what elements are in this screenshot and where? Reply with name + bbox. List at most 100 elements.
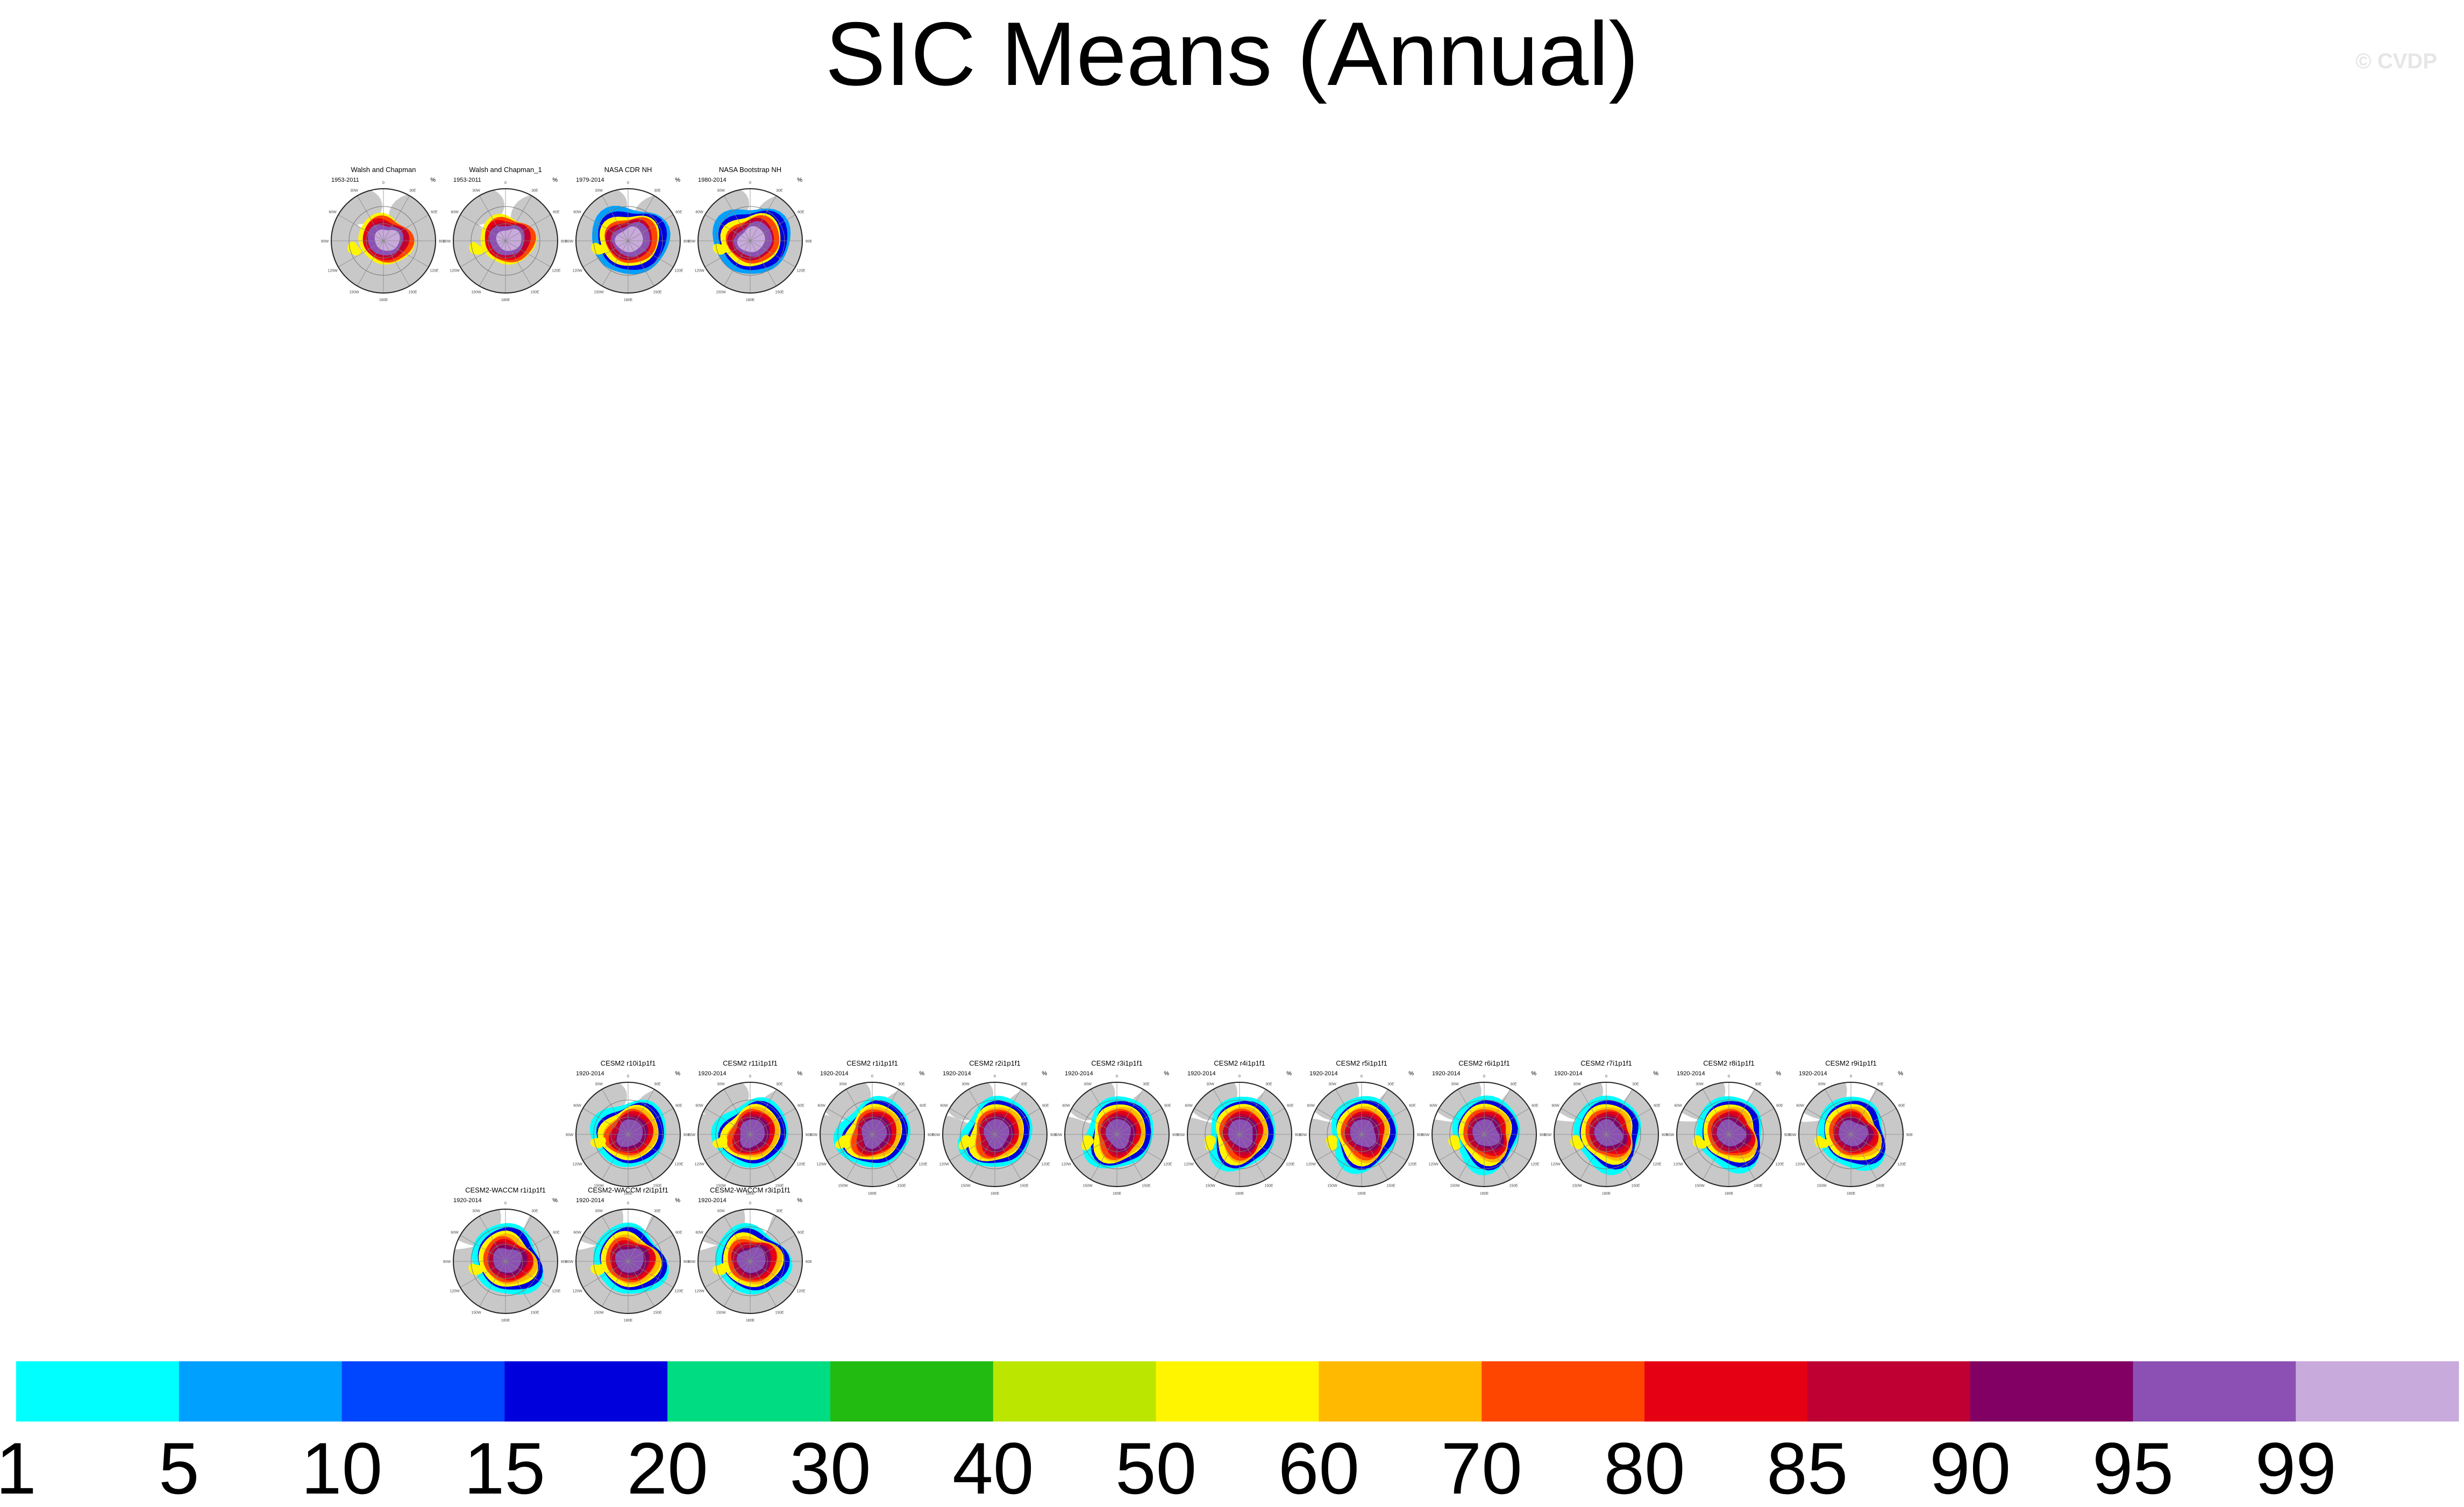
- longitude-tick-label: 90E: [1295, 1133, 1302, 1137]
- longitude-tick-label: 180E: [991, 1192, 1000, 1196]
- longitude-tick-label: 60W: [573, 1231, 581, 1235]
- graticule-meridian: [1458, 1134, 1485, 1180]
- longitude-tick-label: 120W: [1673, 1163, 1683, 1167]
- graticule-meridian: [582, 1235, 629, 1262]
- sic-patch: [1448, 1135, 1461, 1151]
- longitude-tick-label: 60E: [1409, 1104, 1416, 1108]
- graticule-meridian: [479, 1261, 506, 1307]
- longitude-tick-label: 60E: [1654, 1104, 1661, 1108]
- longitude-tick-label: 180E: [746, 298, 755, 302]
- map-panel: 0 30E 60E 90E 120E 150E 180E 150W 120W 90W 60W 30W C…: [1789, 1059, 1913, 1196]
- longitude-tick-label: 150E: [530, 290, 539, 294]
- longitude-tick-label: 150E: [1020, 1184, 1029, 1188]
- longitude-tick-label: 150W: [471, 290, 481, 294]
- panel-unit: %: [675, 1070, 680, 1077]
- graticule-meridian: [968, 1134, 995, 1180]
- colorbar-swatch: [1970, 1361, 2133, 1422]
- map-panel: 0 30E 60E 90E 120E 150E 180E 150W 120W 90W 60W 30W C…: [1667, 1059, 1791, 1196]
- graticule-meridian: [724, 1134, 751, 1180]
- longitude-tick-label: 150W: [838, 1184, 848, 1188]
- map-panel: 0 30E 60E 90E 120E 150E 180E 150W 120W 90W 60W 30W C…: [810, 1059, 935, 1196]
- longitude-tick-label: 0: [504, 1202, 507, 1205]
- longitude-tick-label: 30E: [654, 1083, 661, 1087]
- panel-unit: %: [1653, 1070, 1658, 1077]
- longitude-tick-label: 180E: [1480, 1192, 1489, 1196]
- longitude-tick-label: 0: [627, 181, 629, 185]
- longitude-tick-label: 180E: [624, 1319, 633, 1323]
- panel-period: 1920-2014: [1799, 1070, 1827, 1077]
- longitude-tick-label: 90W: [566, 1133, 574, 1137]
- longitude-tick-label: 180E: [1602, 1192, 1611, 1196]
- graticule-meridian: [827, 1108, 873, 1135]
- sic-patch: [468, 1263, 484, 1275]
- graticule-meridian: [1561, 1134, 1607, 1161]
- graticule-meridian: [1361, 1134, 1388, 1180]
- graticule-meridian: [1825, 1089, 1851, 1135]
- longitude-tick-label: 120E: [1530, 1163, 1540, 1167]
- longitude-tick-label: 30E: [1021, 1083, 1028, 1087]
- graticule-meridian: [1561, 1108, 1607, 1135]
- graticule-meridian: [1116, 1134, 1143, 1180]
- longitude-tick-label: 90E: [1417, 1133, 1424, 1137]
- map-border: [1064, 1082, 1170, 1187]
- longitude-tick-label: 90E: [1662, 1133, 1669, 1137]
- longitude-tick-label: 60W: [1185, 1104, 1193, 1108]
- longitude-tick-label: 0: [627, 1075, 629, 1079]
- sic-contour: [496, 228, 522, 251]
- longitude-tick-label: 150E: [1876, 1184, 1885, 1188]
- longitude-tick-label: 90E: [1172, 1133, 1179, 1137]
- panel-unit: %: [552, 177, 558, 183]
- longitude-tick-label: 0: [1361, 1075, 1363, 1079]
- graticule-meridian: [505, 1261, 532, 1307]
- colorbar-swatch: [1482, 1361, 1645, 1422]
- graticule-meridian: [383, 240, 410, 287]
- longitude-tick-label: 120E: [1163, 1163, 1172, 1167]
- colorbar-tick-label: 70: [1441, 1427, 1522, 1507]
- map-border: [453, 1209, 558, 1314]
- longitude-tick-label: 60W: [1307, 1104, 1315, 1108]
- longitude-tick-label: 120W: [694, 1163, 704, 1167]
- longitude-tick-label: 150E: [897, 1184, 906, 1188]
- graticule-meridian: [1606, 1134, 1652, 1161]
- sic-patch: [1326, 1135, 1337, 1151]
- graticule-meridian: [582, 1108, 629, 1135]
- graticule-meridian: [628, 1134, 674, 1161]
- longitude-tick-label: 60W: [1551, 1104, 1559, 1108]
- graticule-meridian: [1850, 1134, 1877, 1180]
- graticule-meridian: [602, 240, 629, 287]
- colorbar-swatch: [1156, 1361, 1319, 1422]
- longitude-tick-label: 150E: [653, 290, 662, 294]
- longitude-tick-label: 150W: [716, 1311, 726, 1315]
- map-border: [331, 188, 436, 294]
- colorbar-tick-label: 95: [2092, 1427, 2174, 1507]
- graticule-meridian: [357, 240, 384, 287]
- graticule-meridian: [1438, 1134, 1485, 1161]
- longitude-tick-label: 120E: [796, 1163, 806, 1167]
- colorbar-tick-label: 80: [1604, 1427, 1685, 1507]
- longitude-tick-label: 30W: [717, 1083, 725, 1087]
- panel-title: CESM2 r7i1p1f1: [1580, 1059, 1632, 1067]
- longitude-tick-label: 150W: [716, 290, 726, 294]
- graticule-meridian: [1239, 1134, 1266, 1180]
- map-panel: 0 30E 60E 90E 120E 150E 180E 150W 120W 90W 60W 30W C…: [1055, 1059, 1179, 1196]
- longitude-tick-label: 30W: [717, 189, 725, 193]
- longitude-tick-label: 0: [1238, 1075, 1241, 1079]
- longitude-tick-label: 120W: [694, 1290, 704, 1294]
- longitude-tick-label: 60E: [920, 1104, 927, 1108]
- longitude-tick-label: 120E: [1408, 1163, 1417, 1167]
- colorbar-tick-label: 30: [789, 1427, 871, 1507]
- graticule-meridian: [994, 1134, 1021, 1180]
- graticule-meridian: [505, 1216, 532, 1262]
- graticule-meridian: [1825, 1134, 1851, 1180]
- graticule-meridian: [460, 1235, 506, 1262]
- panel-unit: %: [430, 177, 436, 183]
- longitude-tick-label: 120W: [327, 269, 338, 273]
- longitude-tick-label: 0: [627, 1202, 629, 1205]
- graticule-meridian: [602, 195, 629, 241]
- panel-title: CESM2 r2i1p1f1: [969, 1059, 1020, 1067]
- graticule-meridian: [872, 1108, 918, 1135]
- longitude-tick-label: 60E: [1898, 1104, 1905, 1108]
- longitude-tick-label: 60E: [431, 211, 438, 215]
- longitude-tick-label: 30E: [776, 189, 783, 193]
- panel-unit: %: [1898, 1070, 1903, 1077]
